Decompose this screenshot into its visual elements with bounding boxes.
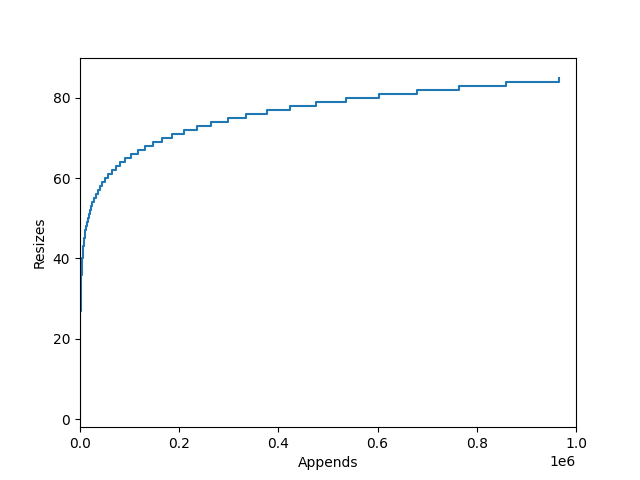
X-axis label: Appends: Appends: [298, 456, 358, 470]
Y-axis label: Resizes: Resizes: [33, 216, 47, 268]
